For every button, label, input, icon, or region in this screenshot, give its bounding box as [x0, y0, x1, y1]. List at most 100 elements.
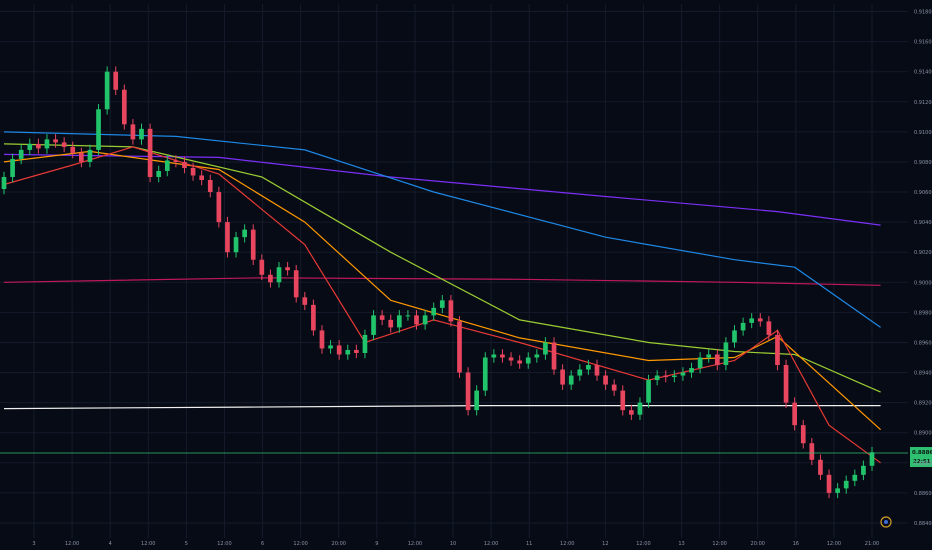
candle	[843, 475, 849, 494]
candle	[861, 460, 866, 481]
candle	[723, 337, 729, 371]
candle	[354, 344, 359, 359]
candle	[826, 469, 832, 499]
candle-body	[706, 354, 712, 358]
current-price-line: 0.88865 22:51	[0, 447, 932, 468]
x-tick-label: 3	[32, 541, 35, 547]
candle	[457, 316, 462, 378]
candle-body	[757, 318, 763, 322]
candle-body	[697, 357, 703, 369]
candle	[603, 370, 608, 390]
candle-body	[775, 334, 780, 366]
candle	[173, 155, 179, 168]
candle-body	[586, 365, 591, 370]
candle	[293, 264, 299, 303]
candle	[757, 313, 763, 327]
x-tick-label: 12:00	[408, 541, 422, 547]
x-tick-label: 13	[678, 541, 684, 547]
candle-body	[465, 372, 471, 411]
candle	[319, 325, 325, 354]
candle	[207, 174, 213, 198]
candle-body	[354, 349, 359, 353]
moving-average-line-6	[3, 150, 882, 431]
candle	[766, 316, 772, 341]
candle-body	[414, 315, 419, 325]
candle	[517, 355, 522, 369]
settings-icon[interactable]	[880, 516, 892, 528]
candle	[508, 352, 514, 366]
candle-body	[293, 270, 299, 298]
time-axis[interactable]: 3 12:00 4 12:00 5 12:00 6 12:00 20:00 9 12:00 10 12:…	[32, 541, 879, 547]
candle	[147, 123, 153, 183]
candle-body	[173, 160, 179, 162]
x-tick-label: 12:00	[636, 541, 650, 547]
candle	[439, 295, 445, 314]
candle-body	[835, 488, 840, 493]
x-tick-label: 12:00	[65, 541, 79, 547]
candle	[79, 147, 84, 168]
candle-body	[405, 315, 411, 317]
x-tick-label: 12:00	[141, 541, 155, 547]
candle-body	[61, 142, 67, 147]
candle	[749, 313, 755, 329]
candle-body	[525, 357, 531, 364]
candle-body	[250, 229, 256, 260]
candle-body	[53, 139, 58, 143]
candle	[53, 134, 58, 148]
candle-body	[10, 158, 15, 177]
candle	[775, 329, 780, 371]
candle	[328, 340, 333, 354]
candle	[18, 144, 24, 165]
candle-body	[79, 152, 84, 162]
candle-body	[577, 369, 583, 376]
candle-body	[783, 365, 789, 403]
candle-body	[671, 375, 677, 378]
candle-body	[70, 146, 76, 153]
candle-body	[285, 267, 290, 271]
candle-body	[319, 330, 325, 349]
candle	[190, 162, 196, 181]
candle	[199, 170, 205, 186]
candle	[422, 310, 428, 330]
candle-body	[259, 259, 265, 275]
moving-average-line-1	[3, 405, 881, 410]
candle-body	[422, 315, 428, 325]
candle-body	[242, 229, 247, 238]
candle	[345, 344, 351, 360]
x-tick-label: 12	[602, 541, 608, 547]
x-tick-label: 9	[375, 541, 378, 547]
candle	[800, 419, 806, 449]
candle	[637, 397, 643, 420]
candle-body	[749, 318, 755, 323]
candle	[121, 84, 127, 130]
candle-body	[551, 342, 557, 370]
candle-body	[792, 402, 797, 426]
candle-body	[345, 349, 351, 355]
candle	[671, 370, 677, 383]
candle	[61, 137, 67, 153]
x-tick-label: 21:00	[865, 541, 879, 547]
candle-body	[362, 334, 368, 353]
candle-body	[18, 149, 24, 159]
candle-body	[225, 222, 230, 253]
candle	[388, 314, 394, 333]
candle	[104, 66, 110, 115]
candle	[869, 446, 875, 472]
candle-body	[164, 160, 170, 171]
candle	[611, 379, 617, 396]
candle-body	[637, 402, 643, 415]
candle	[113, 66, 119, 96]
candle-body	[379, 315, 385, 320]
candle-body	[336, 345, 342, 355]
candle	[1, 171, 7, 195]
